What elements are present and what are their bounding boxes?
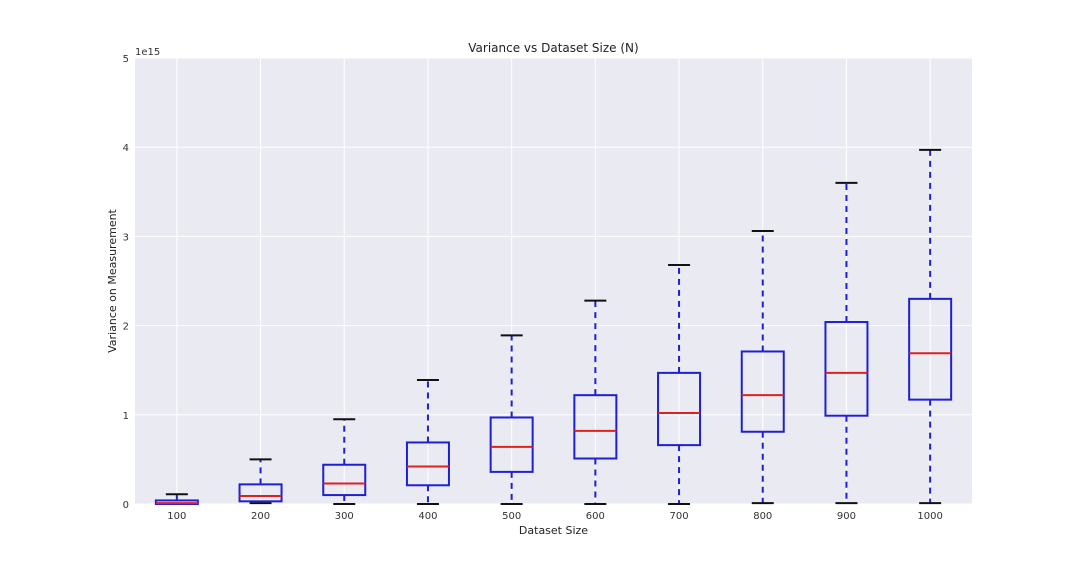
iqr-box bbox=[657, 371, 702, 447]
box-group-800 bbox=[740, 230, 785, 505]
iqr-box bbox=[740, 350, 785, 433]
grid-lines bbox=[135, 57, 972, 505]
chart-title: Variance vs Dataset Size (N) bbox=[468, 41, 638, 55]
y-tick-label: 5 bbox=[123, 54, 129, 65]
iqr-box bbox=[405, 441, 450, 487]
y-tick-label: 2 bbox=[123, 322, 129, 333]
x-tick-label: 800 bbox=[753, 511, 772, 522]
y-tick-label: 0 bbox=[123, 500, 129, 511]
y-tick-label: 3 bbox=[123, 232, 129, 243]
x-tick-label: 700 bbox=[670, 511, 689, 522]
y-multiplier-label: 1e15 bbox=[135, 47, 160, 58]
box-group-600 bbox=[573, 299, 618, 505]
x-tick-label: 400 bbox=[418, 511, 437, 522]
box-group-500 bbox=[489, 334, 534, 505]
x-tick-label: 500 bbox=[502, 511, 521, 522]
iqr-box bbox=[322, 463, 367, 497]
iqr-box bbox=[573, 394, 618, 460]
y-axis-label: Variance on Measurement bbox=[106, 208, 119, 352]
iqr-box bbox=[489, 416, 534, 473]
y-tick-label: 1 bbox=[123, 411, 129, 422]
box-group-1000 bbox=[908, 148, 953, 505]
x-tick-label: 200 bbox=[251, 511, 270, 522]
box-group-400 bbox=[405, 379, 450, 505]
box-group-300 bbox=[322, 418, 367, 505]
tick-labels: 0 1 2 3 4 5 100 200 300 400 500 600 700 800 900 1000 bbox=[123, 54, 943, 522]
plot-area bbox=[135, 58, 972, 504]
box-group-200 bbox=[238, 458, 283, 505]
boxes bbox=[154, 148, 953, 506]
x-tick-label: 900 bbox=[837, 511, 856, 522]
iqr-box bbox=[238, 483, 283, 503]
x-axis-label: Dataset Size bbox=[519, 524, 588, 537]
box-group-900 bbox=[824, 181, 869, 505]
x-tick-label: 1000 bbox=[917, 511, 942, 522]
iqr-box bbox=[824, 321, 869, 417]
x-tick-label: 100 bbox=[167, 511, 186, 522]
x-tick-label: 300 bbox=[335, 511, 354, 522]
box-group-100 bbox=[154, 493, 199, 506]
x-tick-label: 600 bbox=[586, 511, 605, 522]
y-tick-label: 4 bbox=[123, 143, 129, 154]
box-group-700 bbox=[657, 263, 702, 505]
iqr-box bbox=[908, 297, 953, 401]
